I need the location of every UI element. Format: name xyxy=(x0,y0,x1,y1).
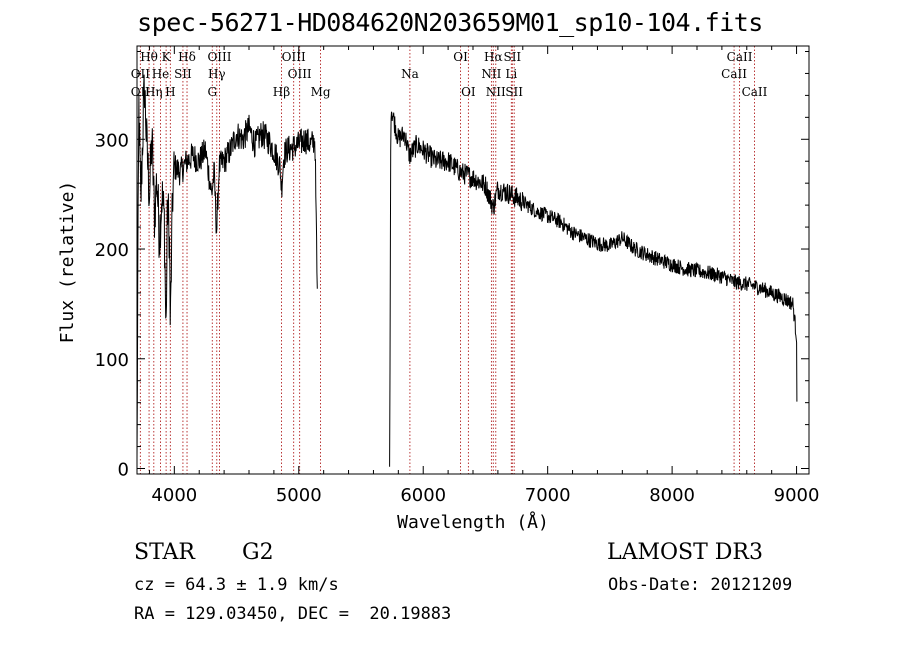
spectrum-line xyxy=(136,74,318,460)
y-tick-label: 200 xyxy=(95,240,129,261)
x-tick-label: 7000 xyxy=(525,485,571,506)
line-label: NII xyxy=(481,67,501,81)
y-tick-label: 100 xyxy=(95,350,129,371)
line-label: Mg xyxy=(311,85,331,99)
redshift-velocity: cz = 64.3 ± 1.9 km/s xyxy=(134,575,339,595)
line-label: SII xyxy=(505,85,523,99)
line-label: OIII xyxy=(207,50,231,64)
line-label: He xyxy=(152,67,170,81)
line-label: Na xyxy=(401,67,419,81)
survey-name: LAMOST DR3 xyxy=(607,540,763,565)
chart-title: spec-56271-HD084620N203659M01_sp10-104.f… xyxy=(137,8,763,37)
line-label: SII xyxy=(174,67,192,81)
x-tick-label: 4000 xyxy=(151,485,197,506)
line-label: OII xyxy=(131,85,151,99)
line-label: Hγ xyxy=(208,67,226,81)
line-label: Li xyxy=(505,67,517,81)
line-label: OI xyxy=(461,85,476,99)
y-tick-label: 300 xyxy=(95,130,129,151)
line-label: Hβ xyxy=(273,85,290,99)
line-label: G xyxy=(207,85,217,99)
emission-line-markers xyxy=(139,46,755,474)
x-tick-label: 8000 xyxy=(649,485,695,506)
line-label: Hθ xyxy=(140,50,158,64)
x-tick-label: 5000 xyxy=(276,485,322,506)
line-label: OIII xyxy=(282,50,306,64)
y-tick-label: 0 xyxy=(118,460,129,481)
x-tick-label: 9000 xyxy=(774,485,820,506)
line-label: H xyxy=(165,85,175,99)
line-label: CaII xyxy=(721,67,747,81)
axes: 4000 5000 6000 7000 8000 9000 0 100 200 300 xyxy=(95,46,820,506)
line-label: OIII xyxy=(288,67,312,81)
spectrum-series xyxy=(136,74,798,467)
line-label: Hδ xyxy=(178,50,196,64)
x-axis-label: Wavelength (Å) xyxy=(397,511,549,533)
object-subclass: G2 xyxy=(242,540,274,565)
x-tick-label: 6000 xyxy=(400,485,446,506)
line-label: OI xyxy=(453,50,468,64)
coordinates: RA = 129.03450, DEC = 20.19883 xyxy=(134,604,452,624)
object-class: STAR xyxy=(134,540,195,565)
y-axis-label: Flux (relative) xyxy=(57,181,78,344)
line-label: CaII xyxy=(727,50,753,64)
line-label: K xyxy=(162,50,172,64)
line-label: Hα xyxy=(484,50,503,64)
line-label: SII xyxy=(503,50,521,64)
line-label: Hη xyxy=(145,85,163,99)
plot-frame xyxy=(136,45,810,475)
observation-date: Obs-Date: 20121209 xyxy=(608,575,793,595)
line-label: NII xyxy=(486,85,506,99)
line-label: CaII xyxy=(742,85,768,99)
line-label: OII xyxy=(131,67,151,81)
spectrum-line xyxy=(389,111,798,467)
